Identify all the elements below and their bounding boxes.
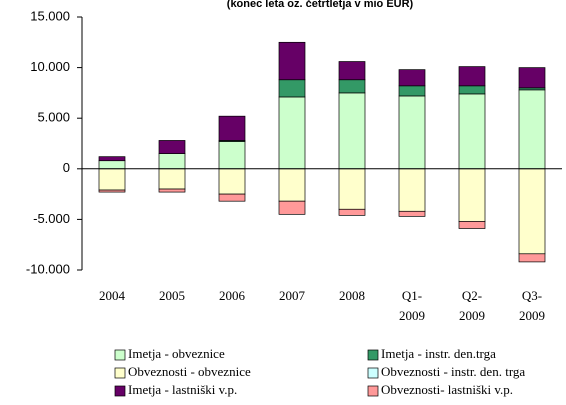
bar-segment (98, 156, 126, 162)
bar-segment (458, 85, 486, 95)
x-tick-label: Q2- 2009 (459, 288, 485, 323)
bar-segment (458, 168, 486, 222)
bar-segment (278, 168, 306, 202)
bar-segment (98, 168, 126, 191)
x-tick-label: 2004 (99, 288, 125, 303)
legend-swatch (114, 385, 126, 397)
bar-segment (338, 168, 366, 210)
bar-segment (398, 69, 426, 87)
x-tick-label: 2006 (219, 288, 245, 303)
x-tick-label: 2008 (339, 288, 365, 303)
bar-segment (458, 221, 486, 229)
legend-swatch (114, 367, 126, 379)
bar-segment (518, 253, 546, 263)
legend-label: Imetja - instr. den.trga (381, 346, 496, 361)
legend-label: Imetja - lastniški v.p. (128, 382, 237, 397)
bar-segment (218, 141, 246, 170)
y-tick-label: -10.000 (26, 261, 70, 276)
bar-segment (158, 153, 186, 170)
legend-swatch (367, 349, 379, 361)
bar-segment (218, 115, 246, 141)
bar-segment (158, 140, 186, 154)
legend-swatch (367, 385, 379, 397)
bar-segment (338, 79, 366, 94)
bar-segment (278, 79, 306, 98)
bar-segment (218, 193, 246, 202)
bar-segment (458, 93, 486, 170)
legend-label: Obveznosti - obveznice (128, 364, 251, 379)
x-tick-label: Q3- 2009 (519, 288, 545, 323)
bar-segment (278, 200, 306, 215)
bar-segment (398, 85, 426, 97)
y-tick-label: 15.000 (30, 8, 70, 23)
bar-segment (458, 66, 486, 87)
bar-segment (518, 89, 546, 170)
bar-segment (518, 168, 546, 255)
legend-label: Imetja - obveznice (128, 346, 225, 361)
legend-swatch (114, 349, 126, 361)
legend-swatch (367, 367, 379, 379)
bar-segment (278, 96, 306, 170)
bar-segment (278, 41, 306, 81)
y-tick-label: -5.000 (33, 211, 70, 226)
y-tick-label: 5.000 (37, 110, 70, 125)
bar-segment (398, 95, 426, 170)
x-tick-label: 2005 (159, 288, 185, 303)
chart-title: (konec leta oz. četrtletja v mio EUR) (227, 0, 414, 10)
bar-segment (98, 160, 126, 170)
bar-segment (338, 208, 366, 216)
bar-segment (98, 189, 126, 193)
bar-segment (158, 188, 186, 193)
bar-segment (338, 61, 366, 81)
bar-segment (398, 210, 426, 217)
bar-segment (338, 92, 366, 170)
y-tick-label: 0 (63, 160, 70, 175)
y-tick-label: 10.000 (30, 59, 70, 74)
legend-label: Obveznosti - instr. den. trga (381, 364, 525, 379)
x-tick-label: 2007 (279, 288, 305, 303)
x-tick-label: Q1- 2009 (399, 288, 425, 323)
bar-segment (158, 168, 186, 190)
legend-label: Obveznosti- lastniški v.p. (381, 382, 513, 397)
bar-segment (218, 168, 246, 195)
bar-segment (518, 67, 546, 89)
bar-segment (398, 168, 426, 212)
